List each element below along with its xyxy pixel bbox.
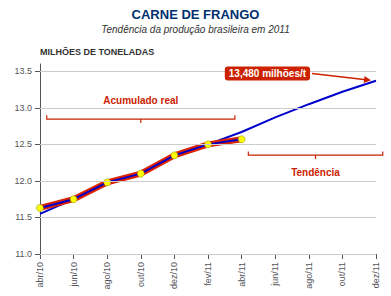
svg-text:MILHÕES DE TONELADAS: MILHÕES DE TONELADAS xyxy=(40,47,154,57)
svg-text:Tendência da produção brasilei: Tendência da produção brasileira em 2011 xyxy=(101,24,289,35)
svg-text:11.5: 11.5 xyxy=(15,212,32,222)
svg-text:dez/11: dez/11 xyxy=(371,262,381,288)
svg-text:CARNE DE FRANGO: CARNE DE FRANGO xyxy=(132,7,260,22)
svg-text:ago/10: ago/10 xyxy=(102,262,112,290)
svg-text:abr/10: abr/10 xyxy=(35,262,45,288)
svg-text:13.0: 13.0 xyxy=(14,103,32,113)
svg-text:ago/11: ago/11 xyxy=(304,262,314,289)
svg-text:13.5: 13.5 xyxy=(14,66,32,76)
svg-text:dez/10: dez/10 xyxy=(169,262,179,289)
svg-text:abr/11: abr/11 xyxy=(237,262,247,287)
svg-text:Tendência: Tendência xyxy=(291,167,340,178)
svg-text:13,480 milhões/t: 13,480 milhões/t xyxy=(229,68,307,79)
svg-text:jun/11: jun/11 xyxy=(270,262,280,287)
svg-text:out/10: out/10 xyxy=(136,262,146,287)
svg-text:12.0: 12.0 xyxy=(14,176,32,186)
svg-text:jun/10: jun/10 xyxy=(69,262,79,288)
svg-text:Acumulado real: Acumulado real xyxy=(103,95,178,106)
svg-text:fev/11: fev/11 xyxy=(203,262,213,286)
svg-text:out/11: out/11 xyxy=(337,262,347,286)
svg-text:12.5: 12.5 xyxy=(14,139,32,149)
svg-text:11.0: 11.0 xyxy=(15,249,32,259)
